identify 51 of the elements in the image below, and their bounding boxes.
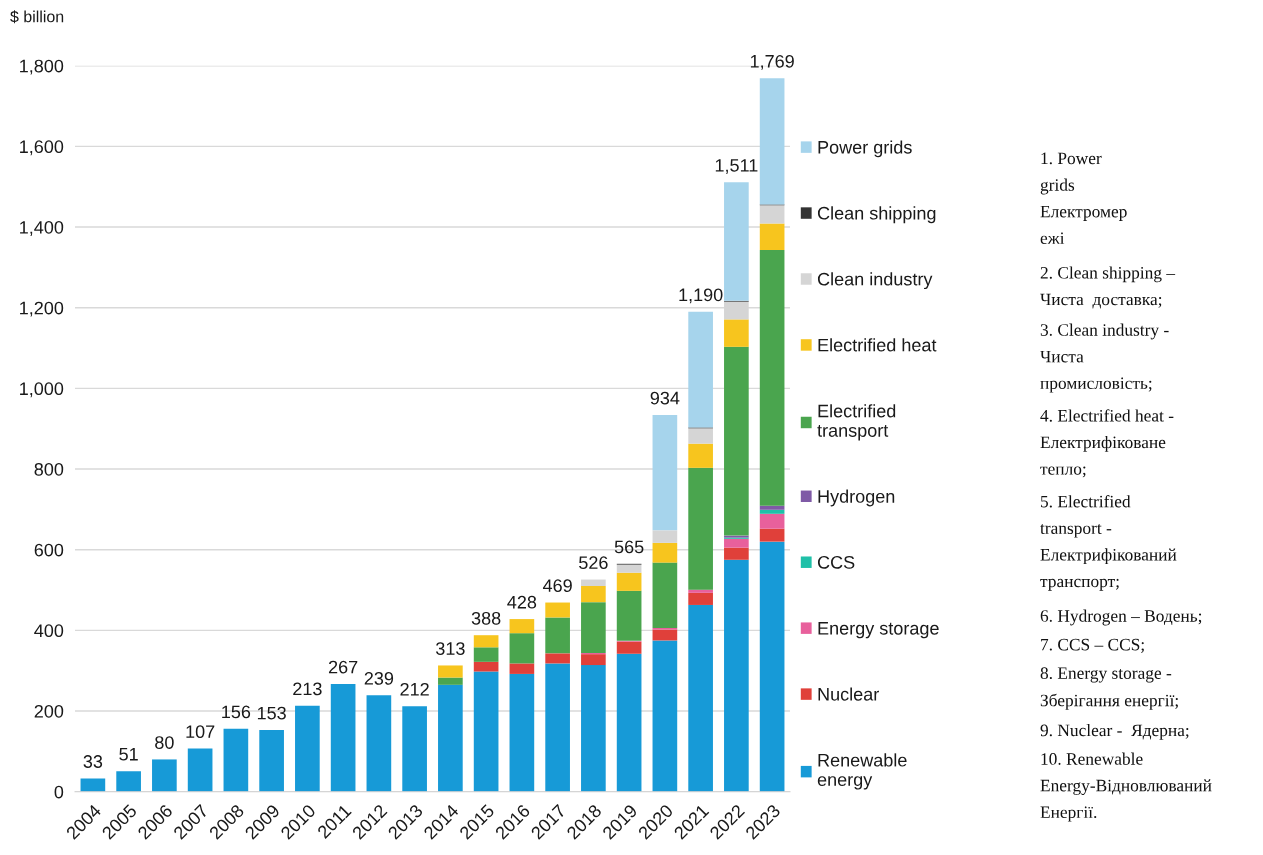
total-label: 239 xyxy=(364,672,394,685)
total-label: 51 xyxy=(119,748,138,761)
y-tick-label: 1,000 xyxy=(20,382,64,398)
total-label: 153 xyxy=(257,706,286,720)
y-tick-label: 1,800 xyxy=(20,59,64,75)
y-tick-label: 800 xyxy=(34,462,64,476)
text: 4. Electrified heat - Електрифіковане тепло; xyxy=(1040,409,1174,478)
text: 7. CCS – CCS; xyxy=(1041,638,1144,653)
y-tick-label: 200 xyxy=(34,704,64,718)
total-label: 212 xyxy=(400,682,429,696)
y-tick-label: 1,600 xyxy=(20,140,64,156)
legend-label: Energy storage xyxy=(818,622,939,639)
legend-label: Clean industry xyxy=(817,272,933,290)
y-tick-label: 0 xyxy=(54,785,64,799)
total-label: 428 xyxy=(507,595,537,609)
legend-label: Hydrogen xyxy=(818,489,895,507)
total-label: 565 xyxy=(614,540,644,554)
total-label: 388 xyxy=(471,611,501,625)
text: 2. Clean shipping – Чиста доставка; xyxy=(1040,266,1176,309)
total-label: 1,769 xyxy=(750,54,794,70)
legend-label: CCS xyxy=(817,555,855,569)
text: 8. Energy storage - Зберігання енергії; xyxy=(1040,667,1178,710)
y-axis-title: $ billion xyxy=(10,10,64,24)
total-label: 267 xyxy=(328,660,358,674)
text: 9. Nuclear - Ядерна; xyxy=(1040,724,1189,740)
total-label: 313 xyxy=(436,642,465,655)
total-label: 934 xyxy=(650,391,680,405)
total-label: 213 xyxy=(293,682,322,696)
text: 6. Hydrogen – Водень; xyxy=(1040,609,1202,626)
text: 3. Clean industry - Чиста промисловість; xyxy=(1040,323,1169,393)
y-tick-label: 1,400 xyxy=(20,220,64,236)
total-label: 469 xyxy=(542,579,572,593)
y-tick-label: 1,200 xyxy=(20,301,64,317)
legend-label: Power grids xyxy=(818,140,912,158)
text: 5. Electrified transport - Електрифікований транспорт; xyxy=(1040,495,1177,591)
total-label: 33 xyxy=(83,755,103,768)
text: 10. Renewable Energy-Відновлюваний Енергії. xyxy=(1040,752,1212,822)
legend-label: Electrified transport xyxy=(817,404,896,441)
total-label: 1,511 xyxy=(715,159,758,174)
legend-label: Nuclear xyxy=(818,687,879,701)
total-label: 156 xyxy=(222,705,251,719)
legend-label: Renewable energy xyxy=(817,753,907,790)
total-label: 107 xyxy=(186,725,215,739)
y-tick-label: 600 xyxy=(34,543,64,557)
total-label: 1,190 xyxy=(679,288,723,304)
total-label: 80 xyxy=(155,736,174,749)
legend-label: Electrified heat xyxy=(818,338,937,352)
text: 1. Power grids Електромер ежі xyxy=(1040,152,1127,245)
legend-label: Clean shipping xyxy=(817,206,936,224)
total-label: 526 xyxy=(579,556,608,570)
y-tick-label: 400 xyxy=(34,624,64,638)
